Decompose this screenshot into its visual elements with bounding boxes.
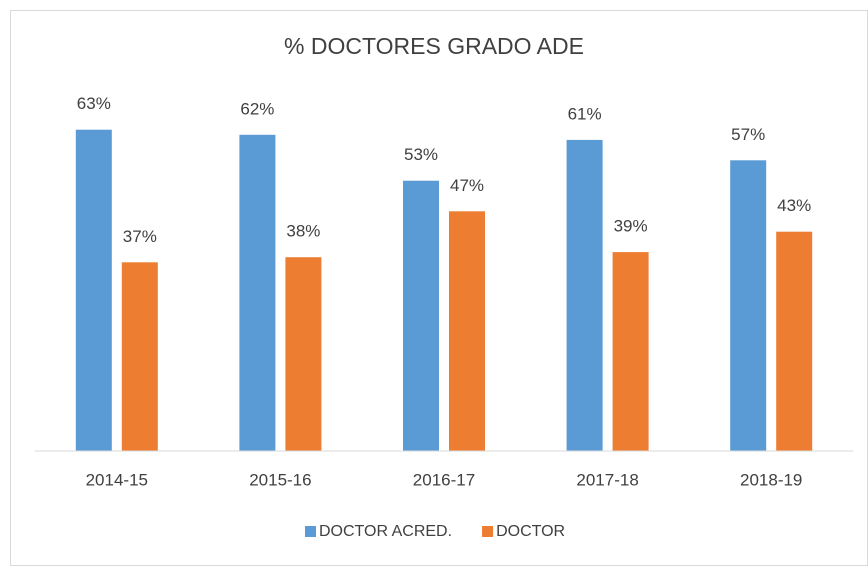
bar	[449, 211, 485, 451]
data-label: 39%	[614, 217, 648, 236]
data-label: 37%	[123, 227, 157, 246]
chart-title: % DOCTORES GRADO ADE	[284, 33, 584, 59]
bar	[75, 129, 112, 451]
bar	[239, 134, 276, 452]
data-label: 61%	[568, 104, 602, 123]
data-label: 62%	[240, 99, 274, 118]
x-tick-label: 2017-18	[576, 470, 638, 489]
x-tick-label: 2018-19	[740, 470, 802, 489]
legend-swatch	[482, 526, 494, 537]
legend-label: DOCTOR	[496, 523, 565, 540]
data-label: 53%	[404, 145, 438, 164]
data-label: 63%	[77, 94, 111, 113]
legend-label: DOCTOR ACRED.	[319, 523, 452, 540]
bar	[566, 139, 603, 451]
x-tick-label: 2016-17	[413, 470, 475, 489]
bar	[612, 252, 649, 451]
data-label: 38%	[286, 222, 320, 241]
bar	[403, 180, 439, 451]
x-tick-label: 2014-15	[86, 470, 148, 489]
bar	[730, 160, 767, 452]
bar	[121, 262, 158, 451]
bar	[776, 231, 813, 451]
data-label: 47%	[450, 176, 484, 195]
x-tick-label: 2015-16	[249, 470, 311, 489]
bar	[285, 257, 322, 451]
data-label: 43%	[777, 196, 811, 215]
data-label: 57%	[731, 125, 765, 144]
legend-swatch	[305, 526, 316, 537]
